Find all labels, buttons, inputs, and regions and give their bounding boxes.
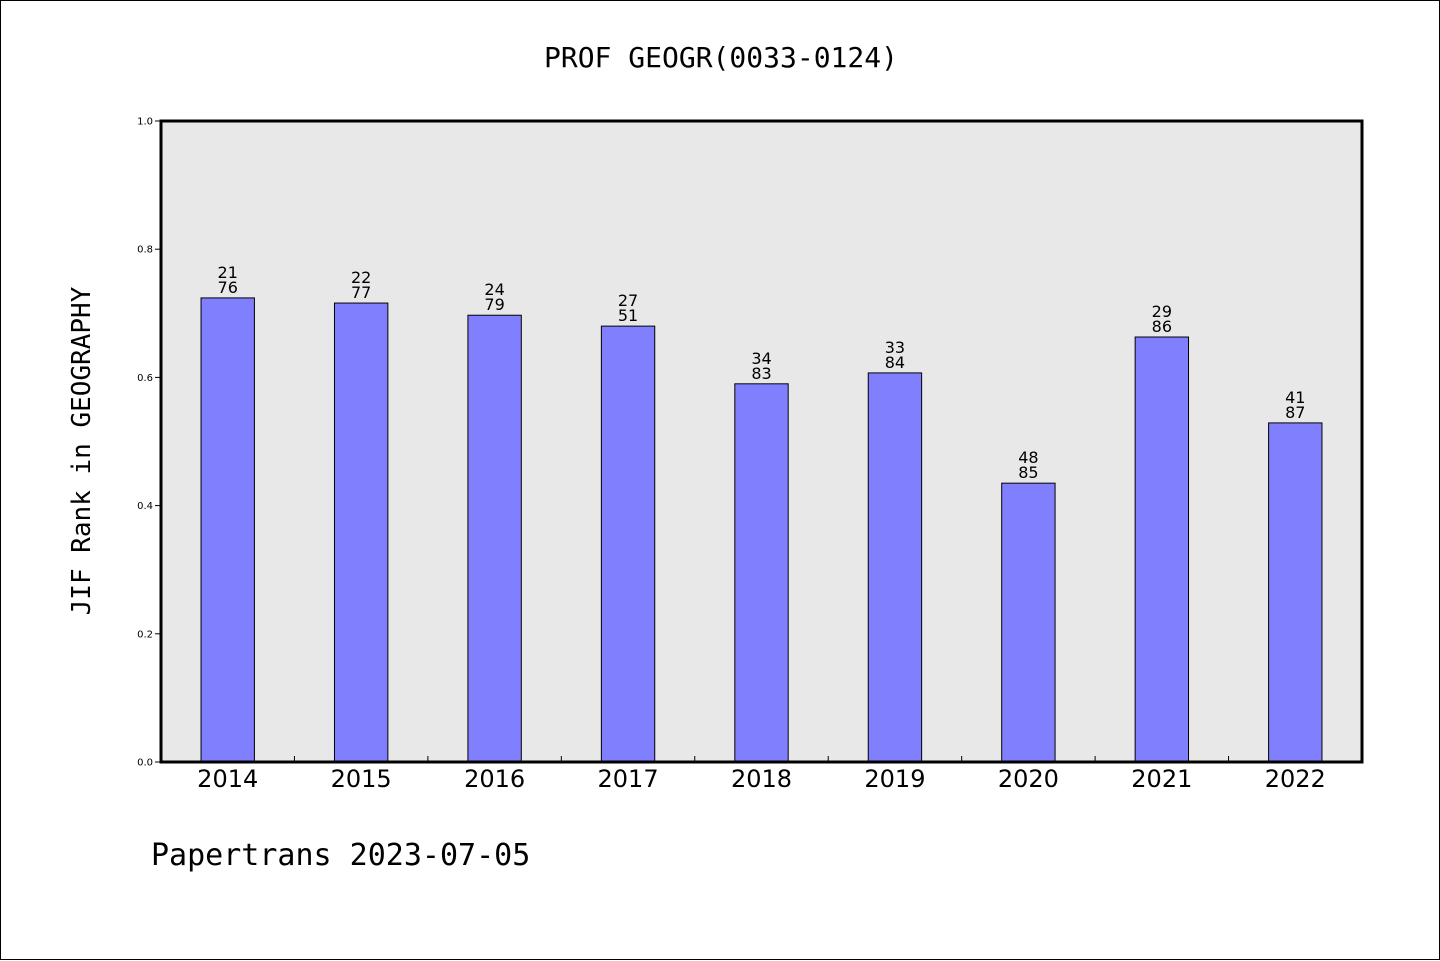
bar [867, 372, 923, 763]
y-tick-label: 0.4 [137, 501, 153, 512]
bar [200, 297, 255, 763]
y-tick-label: 0.2 [137, 629, 153, 640]
x-tick-label: 2022 [1265, 765, 1326, 793]
y-tick-label: 0.8 [137, 245, 153, 256]
bar [600, 325, 656, 763]
x-tick-label: 2016 [464, 765, 525, 793]
bar-rank-label: 33 [885, 338, 905, 357]
footer-credit: Papertrans 2023-07-05 [151, 838, 530, 873]
y-tick-label: 0.0 [137, 758, 153, 769]
bar-total-label: 76 [218, 278, 238, 297]
y-tick-label: 1.0 [137, 117, 153, 128]
chart-title: PROF GEOGR(0033-0124) [544, 41, 898, 74]
bar [467, 314, 522, 763]
bar-total-label: 83 [751, 364, 771, 383]
bar-rank-label: 41 [1285, 388, 1305, 407]
bar-total-label: 85 [1018, 463, 1038, 482]
bar [734, 383, 789, 763]
bar-rank-label: 34 [751, 349, 771, 368]
bar-rank-label: 29 [1152, 302, 1172, 321]
bar-total-label: 86 [1152, 317, 1172, 336]
bar [1001, 482, 1056, 763]
bar-total-label: 87 [1285, 403, 1305, 422]
x-tick-label: 2021 [1131, 765, 1192, 793]
bar-total-label: 84 [885, 353, 905, 372]
y-axis-label: JIF Rank in GEOGRAPHY [67, 286, 97, 615]
x-tick-label: 2020 [998, 765, 1059, 793]
bar [1268, 422, 1323, 763]
x-tick-label: 2019 [864, 765, 925, 793]
bar-total-label: 77 [351, 283, 371, 302]
bar-rank-label: 22 [351, 268, 371, 287]
y-tick-label: 0.6 [137, 373, 153, 384]
bar-rank-label: 21 [218, 263, 238, 282]
bar-total-label: 51 [618, 306, 638, 325]
bar [333, 302, 389, 763]
x-tick-label: 2017 [598, 765, 659, 793]
ticks-layer: 0.0 0.2 0.4 0.6 0.8 1.0 2014 2015 2016 2017 2018 20… [137, 117, 1326, 794]
bar-rank-label: 24 [484, 280, 504, 299]
x-tick-label: 2015 [331, 765, 392, 793]
bar-rank-label: 27 [618, 291, 638, 310]
x-tick-label: 2018 [731, 765, 792, 793]
bar-total-label: 79 [484, 295, 504, 314]
bar [1134, 336, 1190, 763]
bar-rank-label: 48 [1018, 448, 1038, 467]
x-tick-label: 2014 [197, 765, 258, 793]
plot-border [159, 119, 1364, 764]
